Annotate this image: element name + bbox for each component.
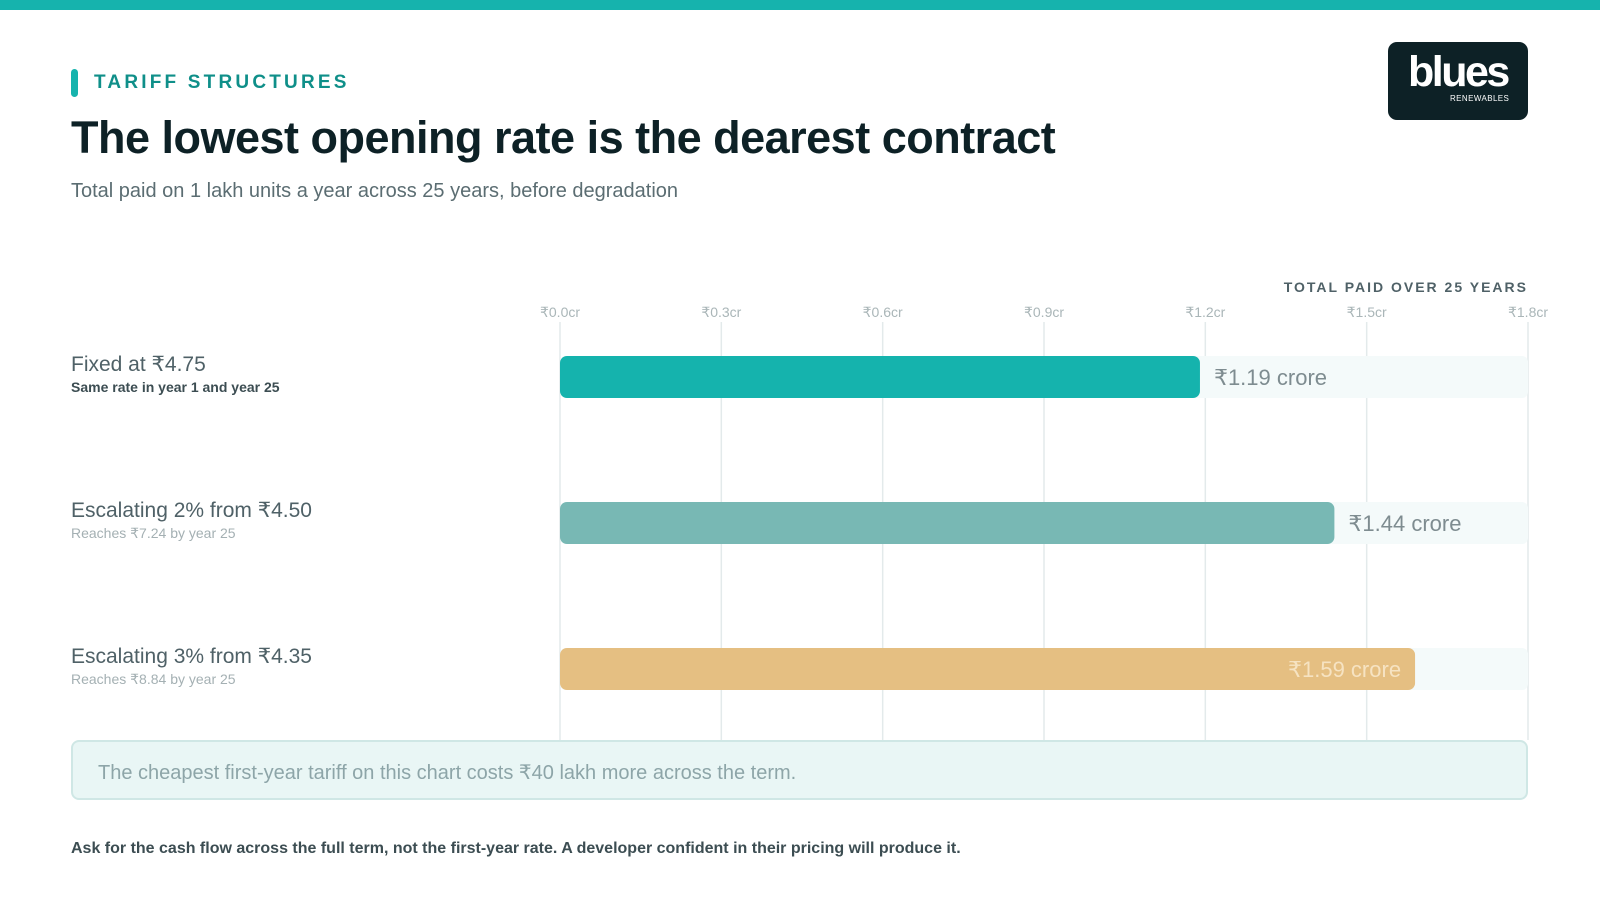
bar [560, 502, 1335, 544]
category-name: Fixed at ₹4.75 [71, 353, 206, 376]
callout-box: The cheapest first-year tariff on this c… [71, 740, 1528, 800]
row-label: Escalating 2% from ₹4.50 Reaches ₹7.24 by… [71, 498, 312, 542]
row-label: Fixed at ₹4.75 Same rate in year 1 and ye… [71, 352, 280, 395]
bar [560, 356, 1200, 398]
category-note: Reaches ₹7.24 by year 25 [71, 525, 236, 541]
section-eyebrow: TARIFF STRUCTURES [71, 69, 350, 97]
x-tick-label: ₹0.9cr [1024, 304, 1064, 320]
category-name: Escalating 3% from ₹4.35 [71, 645, 312, 668]
callout-text: The cheapest first-year tariff on this c… [98, 762, 797, 784]
eyebrow-label: TARIFF STRUCTURES [94, 72, 350, 93]
x-tick-label: ₹0.6cr [863, 304, 903, 320]
page-title: The lowest opening rate is the dearest c… [71, 112, 1056, 163]
x-tick-label: ₹1.8cr [1508, 304, 1548, 320]
page-subtitle: Total paid on 1 lakh units a year across… [71, 180, 679, 202]
bar-value-label: ₹1.19 crore [1214, 365, 1327, 390]
category-note: Same rate in year 1 and year 25 [71, 379, 280, 395]
brand-logo: blues RENEWABLES [1388, 42, 1528, 120]
bar-value-label: ₹1.44 crore [1348, 511, 1461, 536]
footer-note: Ask for the cash flow across the full te… [71, 840, 961, 857]
axis-title: TOTAL PAID OVER 25 YEARS [1283, 279, 1528, 295]
x-tick-label: ₹0.3cr [701, 304, 741, 320]
logo-subtext: RENEWABLES [1450, 94, 1510, 103]
category-name: Escalating 2% from ₹4.50 [71, 499, 312, 522]
x-tick-label: ₹1.5cr [1347, 304, 1387, 320]
bar [560, 648, 1416, 690]
top-accent-bar [0, 0, 1600, 10]
row-label: Escalating 3% from ₹4.35 Reaches ₹8.84 by… [71, 644, 312, 688]
logo-wordmark: blues [1408, 48, 1510, 96]
eyebrow-marker [71, 69, 78, 97]
x-tick-label: ₹1.2cr [1185, 304, 1225, 320]
category-note: Reaches ₹8.84 by year 25 [71, 671, 236, 687]
x-tick-label: ₹0.0cr [540, 304, 580, 320]
bar-value-label: ₹1.59 crore [1288, 657, 1401, 682]
